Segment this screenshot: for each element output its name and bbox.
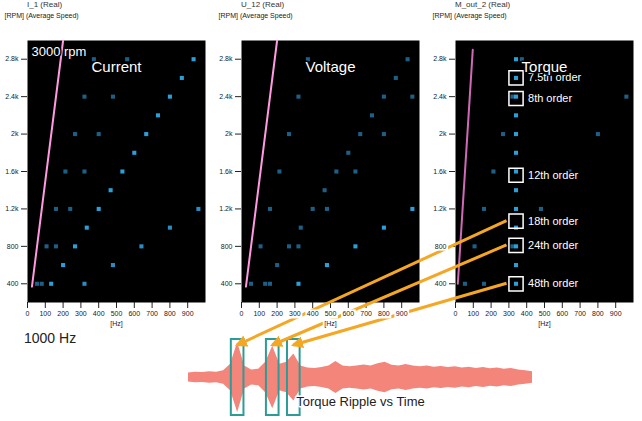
svg-text:400: 400 xyxy=(93,310,105,317)
svg-text:300: 300 xyxy=(75,310,87,317)
svg-text:1.6k: 1.6k xyxy=(433,168,447,175)
svg-text:100: 100 xyxy=(39,310,51,317)
svg-text:800: 800 xyxy=(7,243,19,250)
svg-text:900: 900 xyxy=(396,310,408,317)
html-text:U_12 (Real): U_12 (Real) xyxy=(241,0,285,9)
svg-text:500: 500 xyxy=(111,310,123,317)
svg-text:2.8k: 2.8k xyxy=(5,55,19,62)
svg-text:2k: 2k xyxy=(11,130,19,137)
svg-text:[Hz]: [Hz] xyxy=(110,320,123,328)
svg-text:2.4k: 2.4k xyxy=(433,93,447,100)
svg-text:[RPM] (Average Speed): [RPM] (Average Speed) xyxy=(219,12,293,20)
svg-text:[RPM] (Average Speed): [RPM] (Average Speed) xyxy=(5,12,79,20)
html-text:I_1 (Real): I_1 (Real) xyxy=(27,0,63,9)
svg-text:Torque Ripple vs Time: Torque Ripple vs Time xyxy=(296,394,425,409)
svg-text:200: 200 xyxy=(485,310,497,317)
svg-text:2.8k: 2.8k xyxy=(433,55,447,62)
svg-text:12th order: 12th order xyxy=(528,169,578,181)
svg-text:400: 400 xyxy=(435,280,447,287)
svg-text:800: 800 xyxy=(164,310,176,317)
svg-text:2.4k: 2.4k xyxy=(219,93,233,100)
svg-text:0: 0 xyxy=(240,310,244,317)
svg-text:300: 300 xyxy=(503,310,515,317)
svg-text:600: 600 xyxy=(342,310,354,317)
svg-text:2k: 2k xyxy=(439,130,447,137)
svg-text:400: 400 xyxy=(521,310,533,317)
svg-text:300: 300 xyxy=(289,310,301,317)
svg-text:24th order: 24th order xyxy=(528,239,578,251)
svg-text:800: 800 xyxy=(378,310,390,317)
svg-text:Torque: Torque xyxy=(522,58,568,75)
svg-text:100: 100 xyxy=(253,310,265,317)
svg-text:48th order: 48th order xyxy=(528,277,578,289)
svg-text:2.4k: 2.4k xyxy=(5,93,19,100)
svg-text:500: 500 xyxy=(539,310,551,317)
svg-text:Voltage: Voltage xyxy=(305,58,355,75)
svg-text:600: 600 xyxy=(556,310,568,317)
svg-text:400: 400 xyxy=(307,310,319,317)
svg-text:700: 700 xyxy=(360,310,372,317)
svg-text:200: 200 xyxy=(57,310,69,317)
svg-text:900: 900 xyxy=(610,310,622,317)
svg-text:1.6k: 1.6k xyxy=(5,168,19,175)
svg-text:400: 400 xyxy=(221,280,233,287)
html-text:1000 Hz: 1000 Hz xyxy=(24,330,77,346)
svg-text:2k: 2k xyxy=(225,130,233,137)
svg-text:0: 0 xyxy=(26,310,30,317)
svg-text:7.5th order: 7.5th order xyxy=(528,71,582,84)
svg-text:800: 800 xyxy=(592,310,604,317)
svg-text:1.2k: 1.2k xyxy=(433,205,447,212)
svg-text:1.2k: 1.2k xyxy=(5,205,19,212)
svg-text:800: 800 xyxy=(435,243,447,250)
svg-text:[Hz]: [Hz] xyxy=(538,320,551,328)
svg-text:400: 400 xyxy=(7,280,19,287)
svg-text:600: 600 xyxy=(128,310,140,317)
svg-text:700: 700 xyxy=(574,310,586,317)
svg-text:200: 200 xyxy=(271,310,283,317)
svg-text:[Hz]: [Hz] xyxy=(324,320,337,328)
svg-text:[RPM] (Average Speed): [RPM] (Average Speed) xyxy=(433,12,507,20)
svg-text:100: 100 xyxy=(467,310,479,317)
svg-text:500: 500 xyxy=(325,310,337,317)
svg-text:Current: Current xyxy=(91,58,142,75)
svg-text:0: 0 xyxy=(454,310,458,317)
svg-text:3000 rpm: 3000 rpm xyxy=(32,44,87,59)
svg-text:18th order: 18th order xyxy=(528,215,578,227)
svg-text:700: 700 xyxy=(146,310,158,317)
html-text:M_out_2 (Real): M_out_2 (Real) xyxy=(455,0,511,9)
svg-text:2.8k: 2.8k xyxy=(219,55,233,62)
svg-text:1.6k: 1.6k xyxy=(219,168,233,175)
svg-text:1.2k: 1.2k xyxy=(219,205,233,212)
svg-text:8th order: 8th order xyxy=(528,92,572,104)
svg-text:800: 800 xyxy=(221,243,233,250)
svg-text:900: 900 xyxy=(182,310,194,317)
